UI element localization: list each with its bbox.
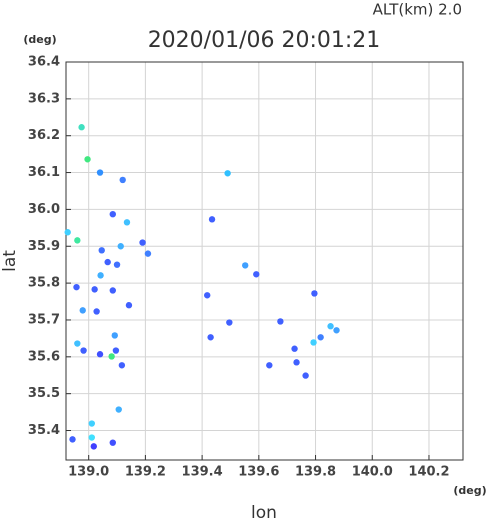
echo-point (73, 283, 80, 291)
y-tick-label: 36.2 (28, 128, 60, 143)
echo-point (93, 308, 100, 315)
echo-point (208, 216, 216, 223)
echo-point (125, 302, 133, 309)
echo-point (253, 271, 260, 278)
y-tick-label: 35.9 (28, 239, 60, 254)
x-tick-label: 140.0 (352, 465, 393, 480)
x-tick-label: 139.0 (68, 465, 109, 480)
echo-point (117, 243, 124, 250)
echo-point (90, 443, 97, 450)
y-unit: (deg) (23, 33, 56, 46)
y-tick-label: 35.6 (28, 349, 60, 364)
altitude-label: ALT(km) 2.0 (373, 1, 462, 19)
plot-frame (65, 61, 464, 461)
echo-point (111, 332, 118, 339)
echo-point (242, 262, 249, 269)
echo-point (69, 436, 76, 443)
echo-point (139, 239, 146, 246)
y-tick-label: 36.4 (28, 55, 60, 70)
echo-point (123, 219, 131, 226)
echo-point (79, 307, 86, 314)
x-tick-label: 140.2 (408, 465, 449, 480)
x-tick-label: 139.8 (295, 465, 336, 480)
echo-point (109, 210, 116, 218)
echo-point (311, 290, 318, 297)
echo-point (98, 247, 105, 254)
echo-point (293, 359, 300, 366)
y-tick-label: 36.3 (28, 91, 60, 106)
echo-point (96, 351, 104, 358)
x-tick-label: 139.6 (238, 465, 279, 480)
echo-point (266, 362, 273, 369)
echo-point (80, 347, 87, 354)
x-tick-label: 139.4 (182, 465, 223, 480)
echo-point (108, 353, 115, 360)
echo-point (115, 406, 122, 413)
echo-point (291, 345, 298, 352)
echo-point (113, 261, 121, 268)
x-tick-label: 139.2 (125, 465, 166, 480)
echo-point (207, 334, 214, 341)
echo-point (78, 124, 85, 131)
echo-point (97, 272, 104, 279)
echo-point (91, 286, 98, 293)
echo-point (226, 319, 233, 326)
echo-point (88, 434, 96, 441)
echo-point (88, 420, 96, 427)
echo-point (327, 323, 334, 330)
echo-point (333, 327, 340, 334)
echo-point (96, 169, 104, 176)
echo-point (109, 439, 116, 446)
x-unit: (deg) (453, 484, 486, 497)
y-tick-label: 35.8 (28, 276, 60, 291)
echo-point (277, 318, 284, 325)
echo-point (64, 229, 71, 236)
echo-point (302, 372, 309, 379)
echo-point (310, 339, 317, 346)
echo-point (204, 292, 211, 299)
echo-point (74, 340, 81, 347)
y-tick-label: 35.4 (28, 423, 60, 438)
y-tick-label: 36.0 (28, 202, 60, 217)
echo-point (224, 170, 231, 177)
chart-title: 2020/01/06 20:01:21 (148, 28, 381, 53)
echo-point (112, 347, 120, 354)
echo-point (84, 156, 91, 163)
x-axis-label: lon (251, 503, 277, 521)
y-tick-label: 35.7 (28, 312, 60, 327)
echo-point (74, 237, 81, 244)
y-tick-label: 35.5 (28, 386, 60, 401)
y-axis-label: lat (0, 250, 20, 272)
y-tick-label: 36.1 (28, 165, 60, 180)
echo-point (109, 287, 116, 294)
echo-point (144, 250, 152, 257)
echo-point (104, 258, 111, 266)
echo-point (119, 176, 126, 184)
echo-point (317, 334, 324, 341)
echo-point (118, 362, 126, 369)
